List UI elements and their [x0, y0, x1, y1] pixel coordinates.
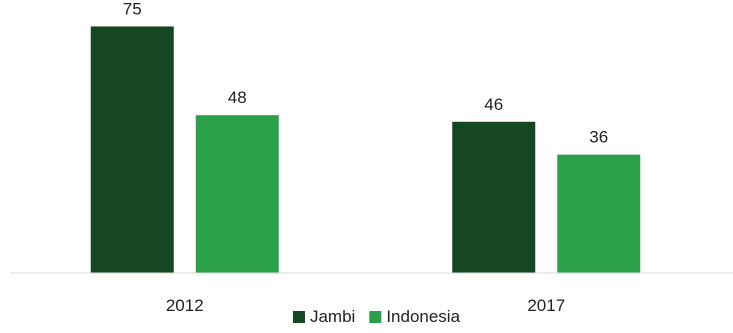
category-labels-layer: 2012 2017: [166, 296, 565, 315]
bar-jambi-2012: [90, 26, 174, 273]
category-label-2012: 2012: [166, 296, 204, 315]
bars-layer: [90, 26, 641, 274]
legend-swatch-jambi: [292, 311, 305, 323]
data-label-indonesia-2012: 48: [228, 88, 247, 107]
legend-item-jambi: Jambi: [292, 307, 355, 326]
data-label-jambi-2012: 75: [123, 0, 142, 18]
bar-indonesia-2017: [557, 154, 641, 273]
bar-jambi-2017: [452, 121, 536, 274]
legend-item-indonesia: Indonesia: [369, 307, 461, 326]
legend-label-jambi: Jambi: [310, 307, 355, 326]
legend-label-indonesia: Indonesia: [386, 307, 460, 326]
legend: Jambi Indonesia: [292, 307, 461, 326]
data-labels-layer: 75 48 46 36: [123, 0, 608, 147]
bar-indonesia-2012: [195, 115, 279, 273]
data-label-indonesia-2017: 36: [589, 128, 608, 147]
category-label-2017: 2017: [527, 296, 565, 315]
legend-swatch-indonesia: [369, 311, 382, 323]
data-label-jambi-2017: 46: [484, 95, 503, 114]
